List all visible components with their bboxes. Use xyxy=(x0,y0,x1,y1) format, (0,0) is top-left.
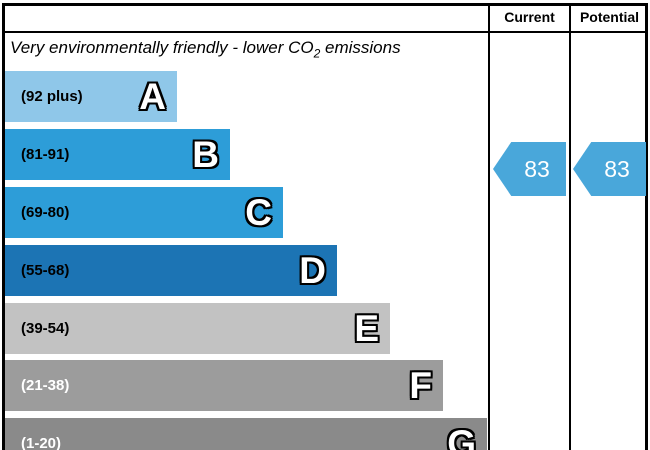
band-range-label: (21-38) xyxy=(21,377,70,394)
band-range-label: (1-20) xyxy=(21,435,62,450)
potential-rating-arrow: 83 xyxy=(573,142,646,196)
band-letter: C xyxy=(245,192,272,233)
chart-title-subscript: 2 xyxy=(313,46,321,61)
rating-band-row: (1-20) G xyxy=(5,418,487,450)
current-rating-arrow: 83 xyxy=(493,142,566,196)
current-column-divider xyxy=(488,3,490,450)
band-letter: D xyxy=(299,250,326,291)
band-letter: G xyxy=(447,423,476,450)
band-letter: A xyxy=(139,76,166,117)
rating-band-row: (81-91) B xyxy=(5,129,230,180)
current-column-header: Current xyxy=(504,9,555,25)
header-separator-line xyxy=(2,31,648,33)
band-range-label: (69-80) xyxy=(21,204,70,221)
rating-band-row: (92 plus) A xyxy=(5,71,177,122)
current-rating-value: 83 xyxy=(524,155,550,182)
band-range-label: (55-68) xyxy=(21,262,70,279)
rating-band-row: (39-54) E xyxy=(5,303,390,354)
chart-title-prefix: Very environmentally friendly - lower CO xyxy=(10,38,314,57)
band-range-label: (92 plus) xyxy=(21,88,83,105)
band-letter: B xyxy=(192,134,219,175)
chart-title-suffix: emissions xyxy=(320,38,401,57)
band-letter: E xyxy=(354,308,379,349)
rating-band-row: (69-80) C xyxy=(5,187,283,238)
chart-title: Very environmentally friendly - lower CO… xyxy=(10,38,401,61)
rating-band-row: (55-68) D xyxy=(5,245,337,296)
rating-band-row: (21-38) F xyxy=(5,360,443,411)
potential-rating-value: 83 xyxy=(604,155,630,182)
potential-column-header: Potential xyxy=(579,9,640,25)
band-letter: F xyxy=(409,365,432,406)
band-range-label: (39-54) xyxy=(21,320,70,337)
band-range-label: (81-91) xyxy=(21,146,70,163)
potential-column-divider xyxy=(569,3,571,450)
